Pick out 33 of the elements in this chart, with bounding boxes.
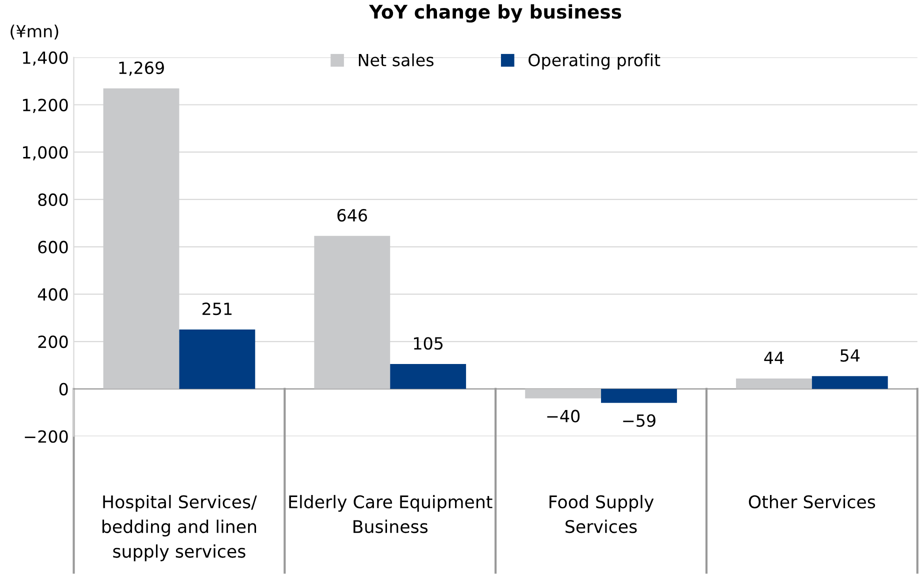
y-axis-title: (¥mn) (10, 24, 58, 40)
bar (525, 388, 602, 398)
y-tick-label: 1,000 (23, 146, 68, 160)
y-tick-label: 400 (38, 288, 68, 301)
x-tick-label: Food Supply Services (550, 494, 654, 534)
chart-title: YoY change by business (368, 4, 622, 23)
x-tick-label: Elderly Care Equipment Business (289, 494, 492, 534)
x-tick-label: Hospital Services/ bedding and linen supply services (102, 494, 257, 562)
data-label: 44 (764, 352, 784, 364)
bar (103, 88, 180, 389)
data-label: 646 (337, 208, 368, 222)
y-tick-label: 600 (38, 240, 68, 254)
legend-label: Operating profit (528, 53, 660, 70)
bar (390, 364, 466, 389)
data-label: −59 (623, 414, 656, 427)
legend-label: Net sales (358, 53, 434, 66)
y-tick-label: 0 (59, 382, 68, 396)
y-tick-label: −200 (24, 430, 68, 443)
y-tick-label: 800 (38, 193, 68, 206)
bar (314, 236, 390, 389)
bar (601, 388, 677, 403)
data-label: 54 (840, 349, 860, 362)
y-tick-label: 200 (38, 335, 68, 348)
y-tick-label: 1,200 (23, 98, 68, 114)
bar (179, 329, 256, 389)
data-label: −40 (547, 410, 580, 422)
x-tick-label: Other Services (748, 494, 876, 508)
y-tick-label: 1,400 (23, 51, 68, 66)
data-label: 1,269 (119, 61, 164, 76)
bar (812, 376, 888, 389)
data-label: 105 (414, 337, 443, 350)
bar (736, 378, 812, 389)
data-label: 251 (202, 302, 232, 316)
